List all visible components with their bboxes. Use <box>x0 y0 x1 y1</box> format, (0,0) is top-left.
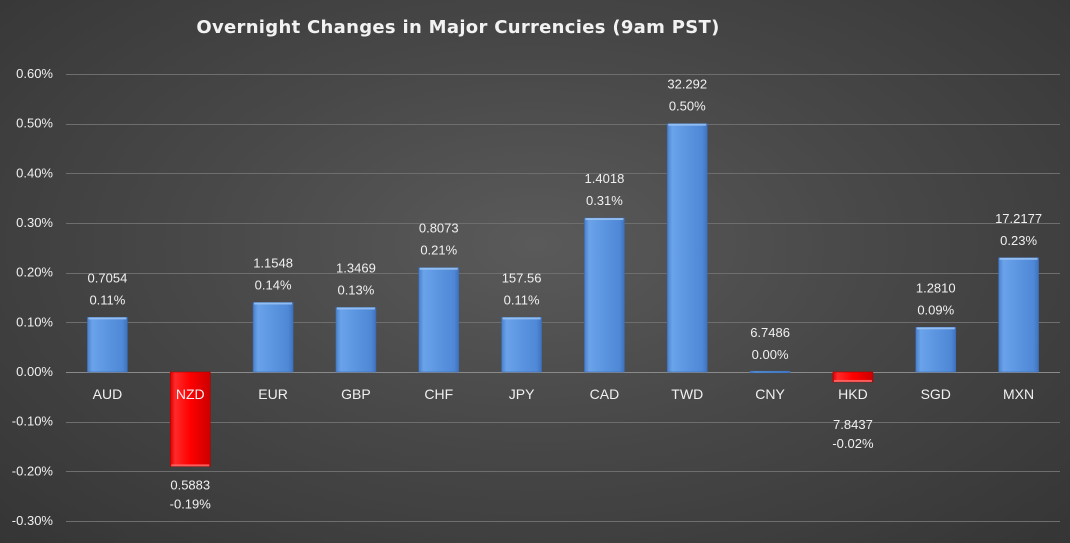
gridlines <box>66 74 1060 522</box>
bar-highlight <box>171 464 210 467</box>
y-tick-label: 0.30% <box>16 215 53 230</box>
percent-label: 0.21% <box>420 243 457 258</box>
bar-twd <box>666 123 708 373</box>
category-label: CAD <box>590 386 620 402</box>
rate-label: 1.1548 <box>253 255 293 270</box>
rate-label: 0.8073 <box>419 221 459 236</box>
y-tick-label: -0.30% <box>12 513 54 528</box>
bar-chf <box>418 267 460 373</box>
data-labels: 0.7054 0.11% 0.5883 -0.19% 1.1548 0.14% 1.3469… <box>88 77 1043 512</box>
bar-jpy <box>501 317 542 373</box>
y-tick-label: -0.10% <box>12 414 54 429</box>
bar-highlight <box>668 123 707 126</box>
rate-label: 157.56 <box>502 270 542 285</box>
bar-highlight <box>419 267 458 270</box>
category-label: SGD <box>921 386 951 402</box>
percent-label: 0.11% <box>504 292 540 307</box>
bar-highlight <box>254 302 293 305</box>
bar-sgd <box>915 326 957 373</box>
rate-label: 1.4018 <box>585 171 625 186</box>
chart-title: Overnight Changes in Major Currencies (9… <box>196 17 719 38</box>
bar-aud <box>87 317 128 373</box>
bar-cad <box>584 217 625 373</box>
bar-highlight <box>833 379 872 382</box>
bar-highlight <box>999 257 1038 260</box>
rate-label: 17.2177 <box>995 211 1042 226</box>
percent-label: -0.19% <box>170 496 212 511</box>
bars <box>87 123 1039 467</box>
rate-label: 7.8437 <box>833 417 873 432</box>
percent-label: 0.23% <box>1000 233 1037 248</box>
percent-label: 0.09% <box>917 302 954 317</box>
category-label: MXN <box>1003 386 1034 402</box>
category-label: CHF <box>424 386 453 402</box>
percent-label: 0.31% <box>586 193 623 208</box>
bar-eur <box>252 302 294 373</box>
category-label: HKD <box>838 386 868 402</box>
rate-label: 1.3469 <box>336 260 376 275</box>
category-label: JPY <box>509 386 535 402</box>
bar-cny <box>749 370 791 374</box>
y-axis-tick-labels: 0.60% 0.50% 0.40% 0.30% 0.20% 0.10% 0.00% -0.10… <box>12 66 54 528</box>
y-tick-label: 0.60% <box>16 66 53 81</box>
y-tick-label: -0.20% <box>12 463 54 478</box>
percent-label: 0.14% <box>255 277 292 292</box>
rate-label: 0.5883 <box>170 477 210 492</box>
bar-highlight <box>502 317 541 320</box>
category-label: EUR <box>258 386 288 402</box>
bar-gbp <box>335 307 377 373</box>
y-tick-label: 0.20% <box>16 265 53 280</box>
rate-label: 1.2810 <box>916 280 956 295</box>
percent-label: 0.00% <box>752 347 789 362</box>
bar-highlight <box>585 218 624 221</box>
y-tick-label: 0.50% <box>16 116 53 131</box>
category-label: CNY <box>755 386 785 402</box>
rate-label: 6.7486 <box>750 325 790 340</box>
bar-highlight <box>916 327 955 330</box>
percent-label: -0.02% <box>832 436 874 451</box>
bar-mxn <box>998 257 1039 373</box>
bar-highlight <box>88 317 127 320</box>
percent-label: 0.11% <box>89 292 125 307</box>
category-label: TWD <box>671 386 703 402</box>
percent-label: 0.13% <box>337 282 374 297</box>
category-label: NZD <box>176 386 205 402</box>
category-label: GBP <box>341 386 371 402</box>
rate-label: 0.7054 <box>88 270 128 285</box>
y-tick-label: 0.00% <box>16 364 53 379</box>
rate-label: 32.292 <box>667 77 707 92</box>
percent-label: 0.50% <box>669 99 706 114</box>
y-tick-label: 0.40% <box>16 165 53 180</box>
y-tick-label: 0.10% <box>16 314 53 329</box>
bar-nzd <box>169 371 211 467</box>
bar-highlight <box>336 307 375 310</box>
category-labels: AUD NZD EUR GBP CHF JPY CAD TWD CNY HKD SGD MXN <box>93 386 1035 402</box>
category-label: AUD <box>93 386 123 402</box>
